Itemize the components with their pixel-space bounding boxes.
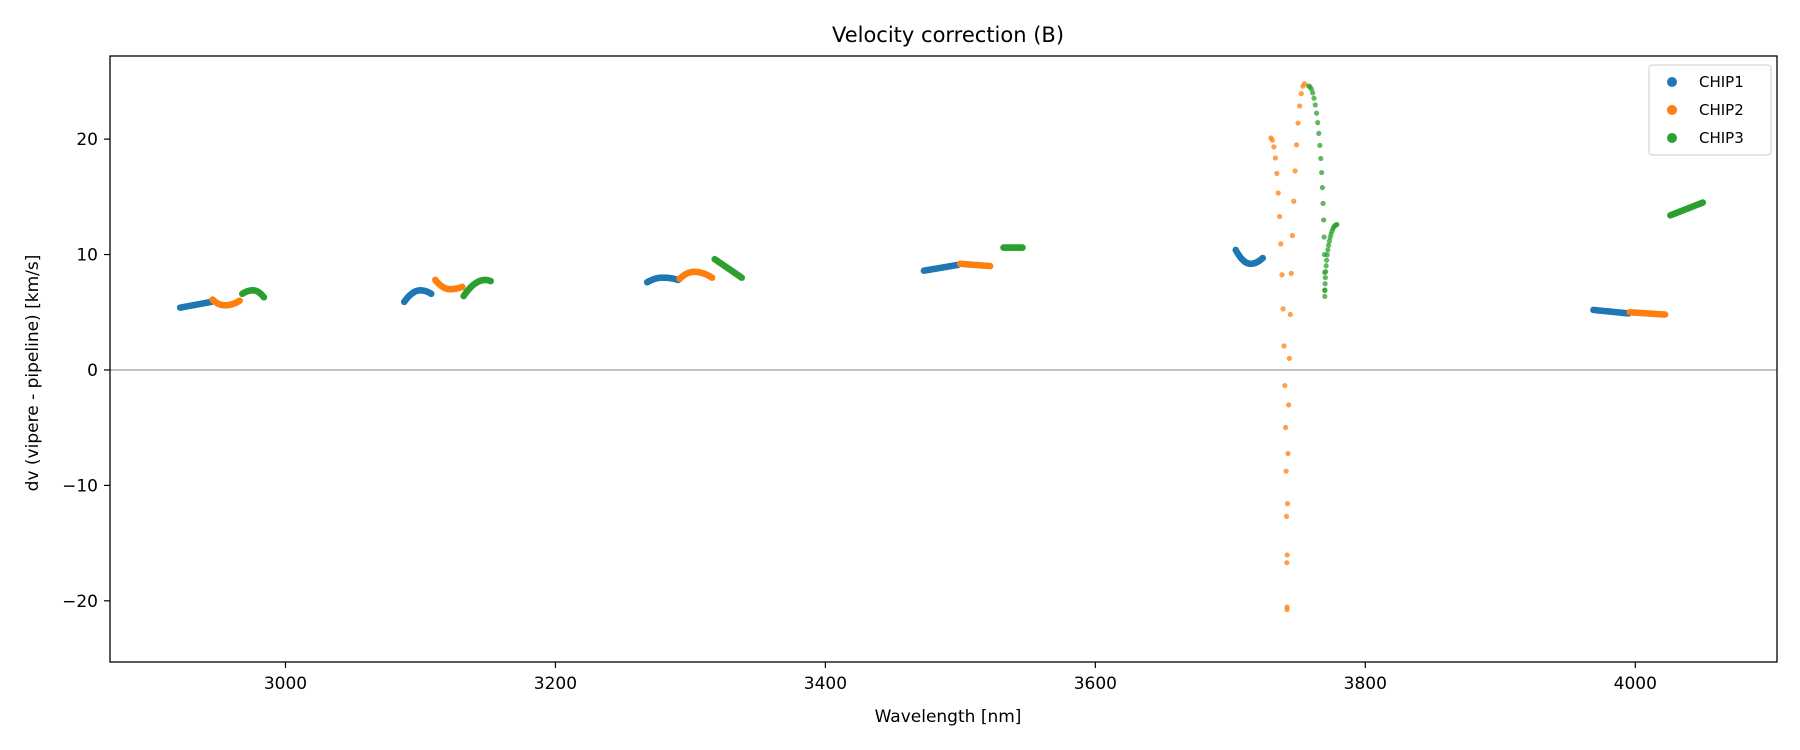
chip2-point [1286, 355, 1292, 362]
chip3-point [1325, 242, 1332, 248]
chip2-point [1278, 241, 1284, 247]
data-points-layer [176, 81, 1707, 613]
chip2-point [236, 297, 243, 305]
y-axis-label: dv (vipere - pipeline) [km/s] [23, 255, 43, 492]
chip2-point [1283, 513, 1290, 520]
chip2-point [1271, 144, 1277, 150]
x-tick-label: 3000 [264, 674, 307, 694]
chip3-point [1322, 274, 1328, 281]
chip2-point [1274, 170, 1280, 177]
chip2-point [708, 274, 716, 281]
chip2-point [1284, 552, 1290, 558]
chip3-point [1311, 95, 1317, 101]
y-tick-label: 20 [76, 130, 98, 150]
chip3-point [1322, 287, 1328, 293]
chip3-point [738, 274, 746, 281]
chip3-point [1019, 244, 1026, 251]
chip2-point [1291, 198, 1297, 204]
chip2-point [1287, 311, 1293, 318]
chip2-point [1282, 424, 1289, 431]
chip2-point [1301, 81, 1308, 87]
legend-label-chip2: CHIP2 [1699, 101, 1744, 119]
chip2-point [1286, 402, 1292, 408]
axes-layer: 3000 3200 3400 3600 3800 4000 −20 −10 0 10 20 [62, 55, 1778, 694]
chip2-point [986, 262, 994, 270]
chip3-point [1316, 130, 1322, 137]
x-tick-label: 4000 [1614, 674, 1657, 694]
legend: CHIP1 CHIP2 CHIP3 [1648, 64, 1772, 156]
chip2-point [1288, 270, 1294, 276]
chip3-point [1320, 200, 1326, 207]
x-tick-label: 3400 [804, 674, 847, 694]
chip2-point [1292, 168, 1298, 174]
chip3-point [1324, 252, 1330, 258]
y-tick-label: −20 [62, 592, 98, 612]
legend-marker-chip3 [1667, 133, 1677, 143]
legend-label-chip1: CHIP1 [1699, 73, 1744, 91]
chip3-point [1699, 199, 1707, 206]
chip1-point [427, 290, 435, 298]
y-tick-label: 10 [76, 246, 98, 266]
chip3-point [487, 277, 494, 285]
chip2-point [1661, 311, 1669, 318]
chip3-point [260, 293, 268, 301]
chip2-point [1280, 306, 1286, 312]
chip3-point [1334, 221, 1340, 228]
y-tick-label: 0 [87, 361, 98, 381]
chip3-point [1322, 281, 1328, 287]
chip3-point [1310, 90, 1316, 96]
chip3-point [1321, 234, 1327, 240]
x-axis-label: Wavelength [nm] [875, 707, 1022, 727]
chip2-point [1295, 120, 1301, 126]
chip1-point [1259, 254, 1267, 262]
chip3-point [1323, 263, 1329, 269]
chip2-point [1284, 604, 1290, 610]
x-tick-label: 3800 [1344, 674, 1387, 694]
chip2-point [1272, 155, 1278, 161]
chip2-point [1279, 272, 1285, 278]
chip3-point [1319, 169, 1325, 176]
chip2-point [459, 283, 466, 291]
legend-label-chip3: CHIP3 [1699, 129, 1744, 147]
chip3-point [1324, 257, 1330, 263]
chip3-point [1315, 120, 1321, 126]
chip3-point [1321, 217, 1327, 223]
x-tick-label: 3200 [534, 674, 577, 694]
chip3-point [1313, 110, 1320, 116]
chip3-point [1318, 155, 1324, 162]
chip3-point [1325, 247, 1331, 253]
legend-box [1648, 64, 1772, 156]
chip2-point [1293, 142, 1300, 148]
chip2-point [1281, 343, 1287, 349]
chip3-point [1317, 142, 1323, 148]
chip2-point [1289, 232, 1296, 239]
chip2-point [1269, 137, 1275, 143]
chip2-point [1284, 560, 1290, 566]
chip2-point [1276, 213, 1283, 220]
chip2-point [1297, 103, 1303, 109]
chip3-point [1319, 184, 1326, 191]
chart-title: Velocity correction (B) [832, 23, 1064, 47]
legend-marker-chip2 [1667, 105, 1677, 115]
legend-marker-chip1 [1667, 77, 1677, 87]
plot-frame [109, 55, 1778, 663]
chip2-point [1282, 382, 1288, 389]
chip2-point [1275, 190, 1281, 196]
y-tick-label: −10 [62, 476, 98, 496]
x-tick-label: 3600 [1074, 674, 1117, 694]
chip2-point [1284, 501, 1291, 507]
chip2-point [1285, 450, 1291, 457]
chip3-point [1312, 102, 1318, 108]
chip2-point [1298, 91, 1304, 97]
chip3-point [1323, 268, 1329, 275]
chip3-point [1322, 293, 1328, 299]
chip2-point [1283, 468, 1289, 474]
